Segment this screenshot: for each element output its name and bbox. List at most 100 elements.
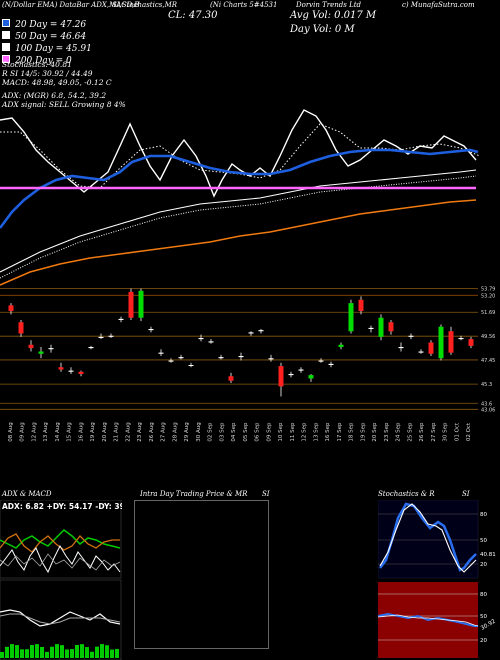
date-label: 30 Sep [443,422,449,442]
macd-bar [60,645,64,658]
macd-bar [50,646,54,658]
candle-body [468,339,474,346]
candle-body [398,347,404,349]
candle-body [198,338,204,340]
candle-body [68,370,74,372]
candle-body [218,357,224,359]
signal-line-dotted [0,123,481,189]
ma-orange-line [0,199,477,286]
macd-bar [35,644,39,658]
stoch-rsi-panel: 80 50 20 40.81 80 50 20 30.92 [378,500,497,658]
candle-body [388,322,394,332]
candle-body [338,344,344,347]
adx-values: ADX: 6.82 +DY: 54.17 -DY: 39.17 [2,502,122,511]
date-label: 14 Aug [55,422,61,442]
legend-swatch [2,42,10,51]
date-label: 20 Sep [372,422,378,442]
stoch-rsi-title: Stochastics & R [378,490,435,498]
candle-body [258,330,264,332]
price-line [0,109,477,198]
candle-body [58,367,64,370]
date-label: 13 Sep [313,422,319,442]
rsi-line-2 [378,614,479,627]
date-label: 09 Aug [20,422,26,442]
date-label: 13 Aug [43,422,49,442]
date-label: 17 Sep [337,422,343,442]
macd-bar [5,646,9,658]
rsi-axis-20: 20 [480,638,487,644]
date-label: 02 Oct [466,422,472,441]
adx-plus-line [0,529,121,549]
macd-bar [100,644,104,658]
adx-panel-frame [0,500,122,579]
candle-body [458,338,464,340]
stoch-d-line [379,503,477,573]
date-label: 16 Aug [78,422,84,442]
date-label: 25 Sep [407,422,413,442]
rsi-readout: R SI 14/5: 30.92 / 44.49 [2,69,93,78]
adx-macd-title: ADX & MACD [2,490,52,498]
candle-body [238,356,244,358]
candle-body [158,352,164,354]
candle-body [328,363,334,365]
macd-bar [115,648,119,658]
ma100-line [0,175,477,279]
macd-bar [45,651,49,658]
intraday-frame [134,500,269,649]
candle-body [308,375,314,379]
avg-volume: Avg Vol: 0.017 M [290,10,377,21]
macd-bar [110,649,114,658]
ma-legend: 20 Day = 47.26 50 Day = 46.64 100 Day = … [2,12,92,66]
date-label: 12 Aug [31,422,37,442]
candle-body [298,369,304,371]
adx-line [0,544,121,574]
macd-bar [30,645,34,658]
macd-bar [10,644,14,658]
candle-body [378,317,384,337]
date-label: 20 Aug [102,422,108,442]
legend-label: 20 Day = 47.26 [15,20,87,30]
date-label: 27 Aug [161,422,167,442]
date-label: 26 Sep [419,422,425,442]
day-volume: Day Vol: 0 M [290,24,355,35]
legend-swatch [2,54,10,63]
candle-body [348,303,354,332]
legend-swatch [2,30,10,39]
legend-swatch [2,18,10,27]
candle-body [18,322,24,334]
date-label: 08 Aug [8,422,14,442]
candle-body [178,357,184,359]
rsi-axis-50: 50 [480,614,487,620]
date-label: 09 Sep [266,422,272,442]
date-label: 18 Sep [349,422,355,442]
macd-bar [90,651,94,658]
adx-line-2 [0,553,121,571]
date-axis-labels: 08 Aug 09 Aug 12 Aug 13 Aug 14 Aug 15 Aug 16 A… [8,422,472,442]
candle-body [248,332,254,334]
date-label: 01 Oct [454,422,460,441]
macd-bar [40,646,44,658]
stoch-axis-50: 50 [480,538,487,544]
price-label: 43.6 [481,401,492,407]
date-label: 24 Sep [396,422,402,442]
candle-body [448,331,454,353]
date-label: 29 Aug [184,422,190,442]
macd-readout: MACD: 48.98, 49.05, -0.12 C [2,78,112,87]
header-left: (N/Dollar EMA) DataBar ADX,MACD,B [2,1,140,9]
price-gridlines [0,288,478,410]
date-label: 12 Sep [302,422,308,442]
macd-bar [80,644,84,658]
date-label: 30 Aug [196,422,202,442]
date-label: 19 Sep [360,422,366,442]
candle-body [358,299,364,311]
legend-label: 100 Day = 45.91 [15,44,92,54]
macd-histogram [0,644,119,658]
legend-50day: 50 Day = 46.64 [2,24,92,42]
candle-body [408,335,414,337]
macd-bar [25,649,29,658]
candle-body [368,327,374,329]
header-site: c) MunafaSutra.com [402,1,475,9]
ma20-line [0,148,479,229]
